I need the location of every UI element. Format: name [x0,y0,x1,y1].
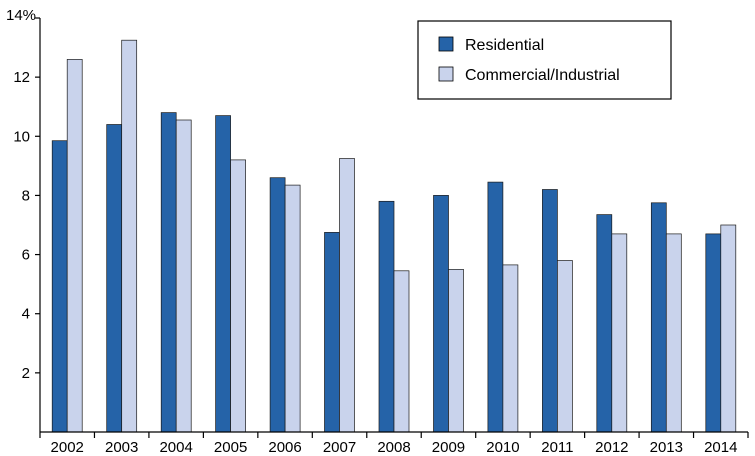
bar-residential-2007 [324,232,340,433]
bar-residential-2010 [487,181,504,433]
bar-commercial-industrial-2006 [284,184,301,433]
x-tick-label-2014: 2014 [704,439,737,456]
y-tick-label: 6 [22,247,30,264]
bar-commercial-industrial-2014 [720,224,737,433]
legend-box [417,20,672,100]
bar-commercial-industrial-2003 [121,39,138,433]
x-tick-label-2011: 2011 [541,439,573,456]
bar-commercial-industrial-2011 [557,260,573,433]
bar-residential-2014 [705,233,722,433]
x-tick-label-2005: 2005 [214,439,247,456]
legend-label-residential: Residential [465,37,544,54]
bar-residential-2011 [542,189,558,433]
x-ticks: 2002 2003 2004 2005 2006 2007 2008 2009 2010 2011… [39,432,749,456]
bar-residential-2003 [106,124,123,433]
x-tick-label-2012: 2012 [595,439,628,456]
y-tick-label: 8 [22,187,30,204]
bar-commercial-industrial-2002 [66,59,83,433]
x-tick-label-2008: 2008 [377,439,410,456]
x-tick-label-2002: 2002 [51,439,84,456]
bar-residential-2009 [433,195,449,433]
x-tick-label-2006: 2006 [268,439,301,456]
bar-residential-2005 [215,115,231,433]
x-tick-label-2013: 2013 [650,439,683,456]
bars-group [51,39,737,433]
bar-residential-2004 [160,112,177,433]
y-tick-label: 4 [22,306,30,323]
x-tick-label-2003: 2003 [105,439,138,456]
x-tick-label-2007: 2007 [323,439,356,456]
bar-commercial-industrial-2005 [230,159,246,433]
bar-residential-2012 [596,214,613,433]
bar-commercial-industrial-2010 [502,264,519,433]
bar-commercial-industrial-2013 [665,233,682,433]
y-ticks: 2 4 6 8 10 12 14% [6,7,40,382]
x-tick-label-2009: 2009 [432,439,465,456]
bar-commercial-industrial-2007 [339,158,355,433]
x-tick-label-2004: 2004 [159,439,192,456]
bar-residential-2008 [378,200,395,433]
y-tick-label: 12 [13,69,30,86]
y-tick-label: 2 [22,365,30,382]
y-tick-label: 14% [6,7,36,24]
bar-residential-2006 [269,177,286,433]
bar-residential-2013 [650,202,667,433]
x-tick-label-2010: 2010 [486,439,519,456]
bar-residential-2002 [51,140,68,433]
bar-commercial-industrial-2009 [448,269,464,433]
bar-commercial-industrial-2012 [611,233,628,433]
y-tick-label: 10 [13,128,30,145]
legend-label-commercial-industrial: Commercial/Industrial [465,67,620,84]
legend: Residential Commercial/Industrial [417,20,672,100]
bar-commercial-industrial-2004 [175,119,192,433]
bar-commercial-industrial-2008 [393,270,410,433]
legend-swatch-residential [438,36,454,52]
legend-swatch-commercial-industrial [438,66,454,82]
